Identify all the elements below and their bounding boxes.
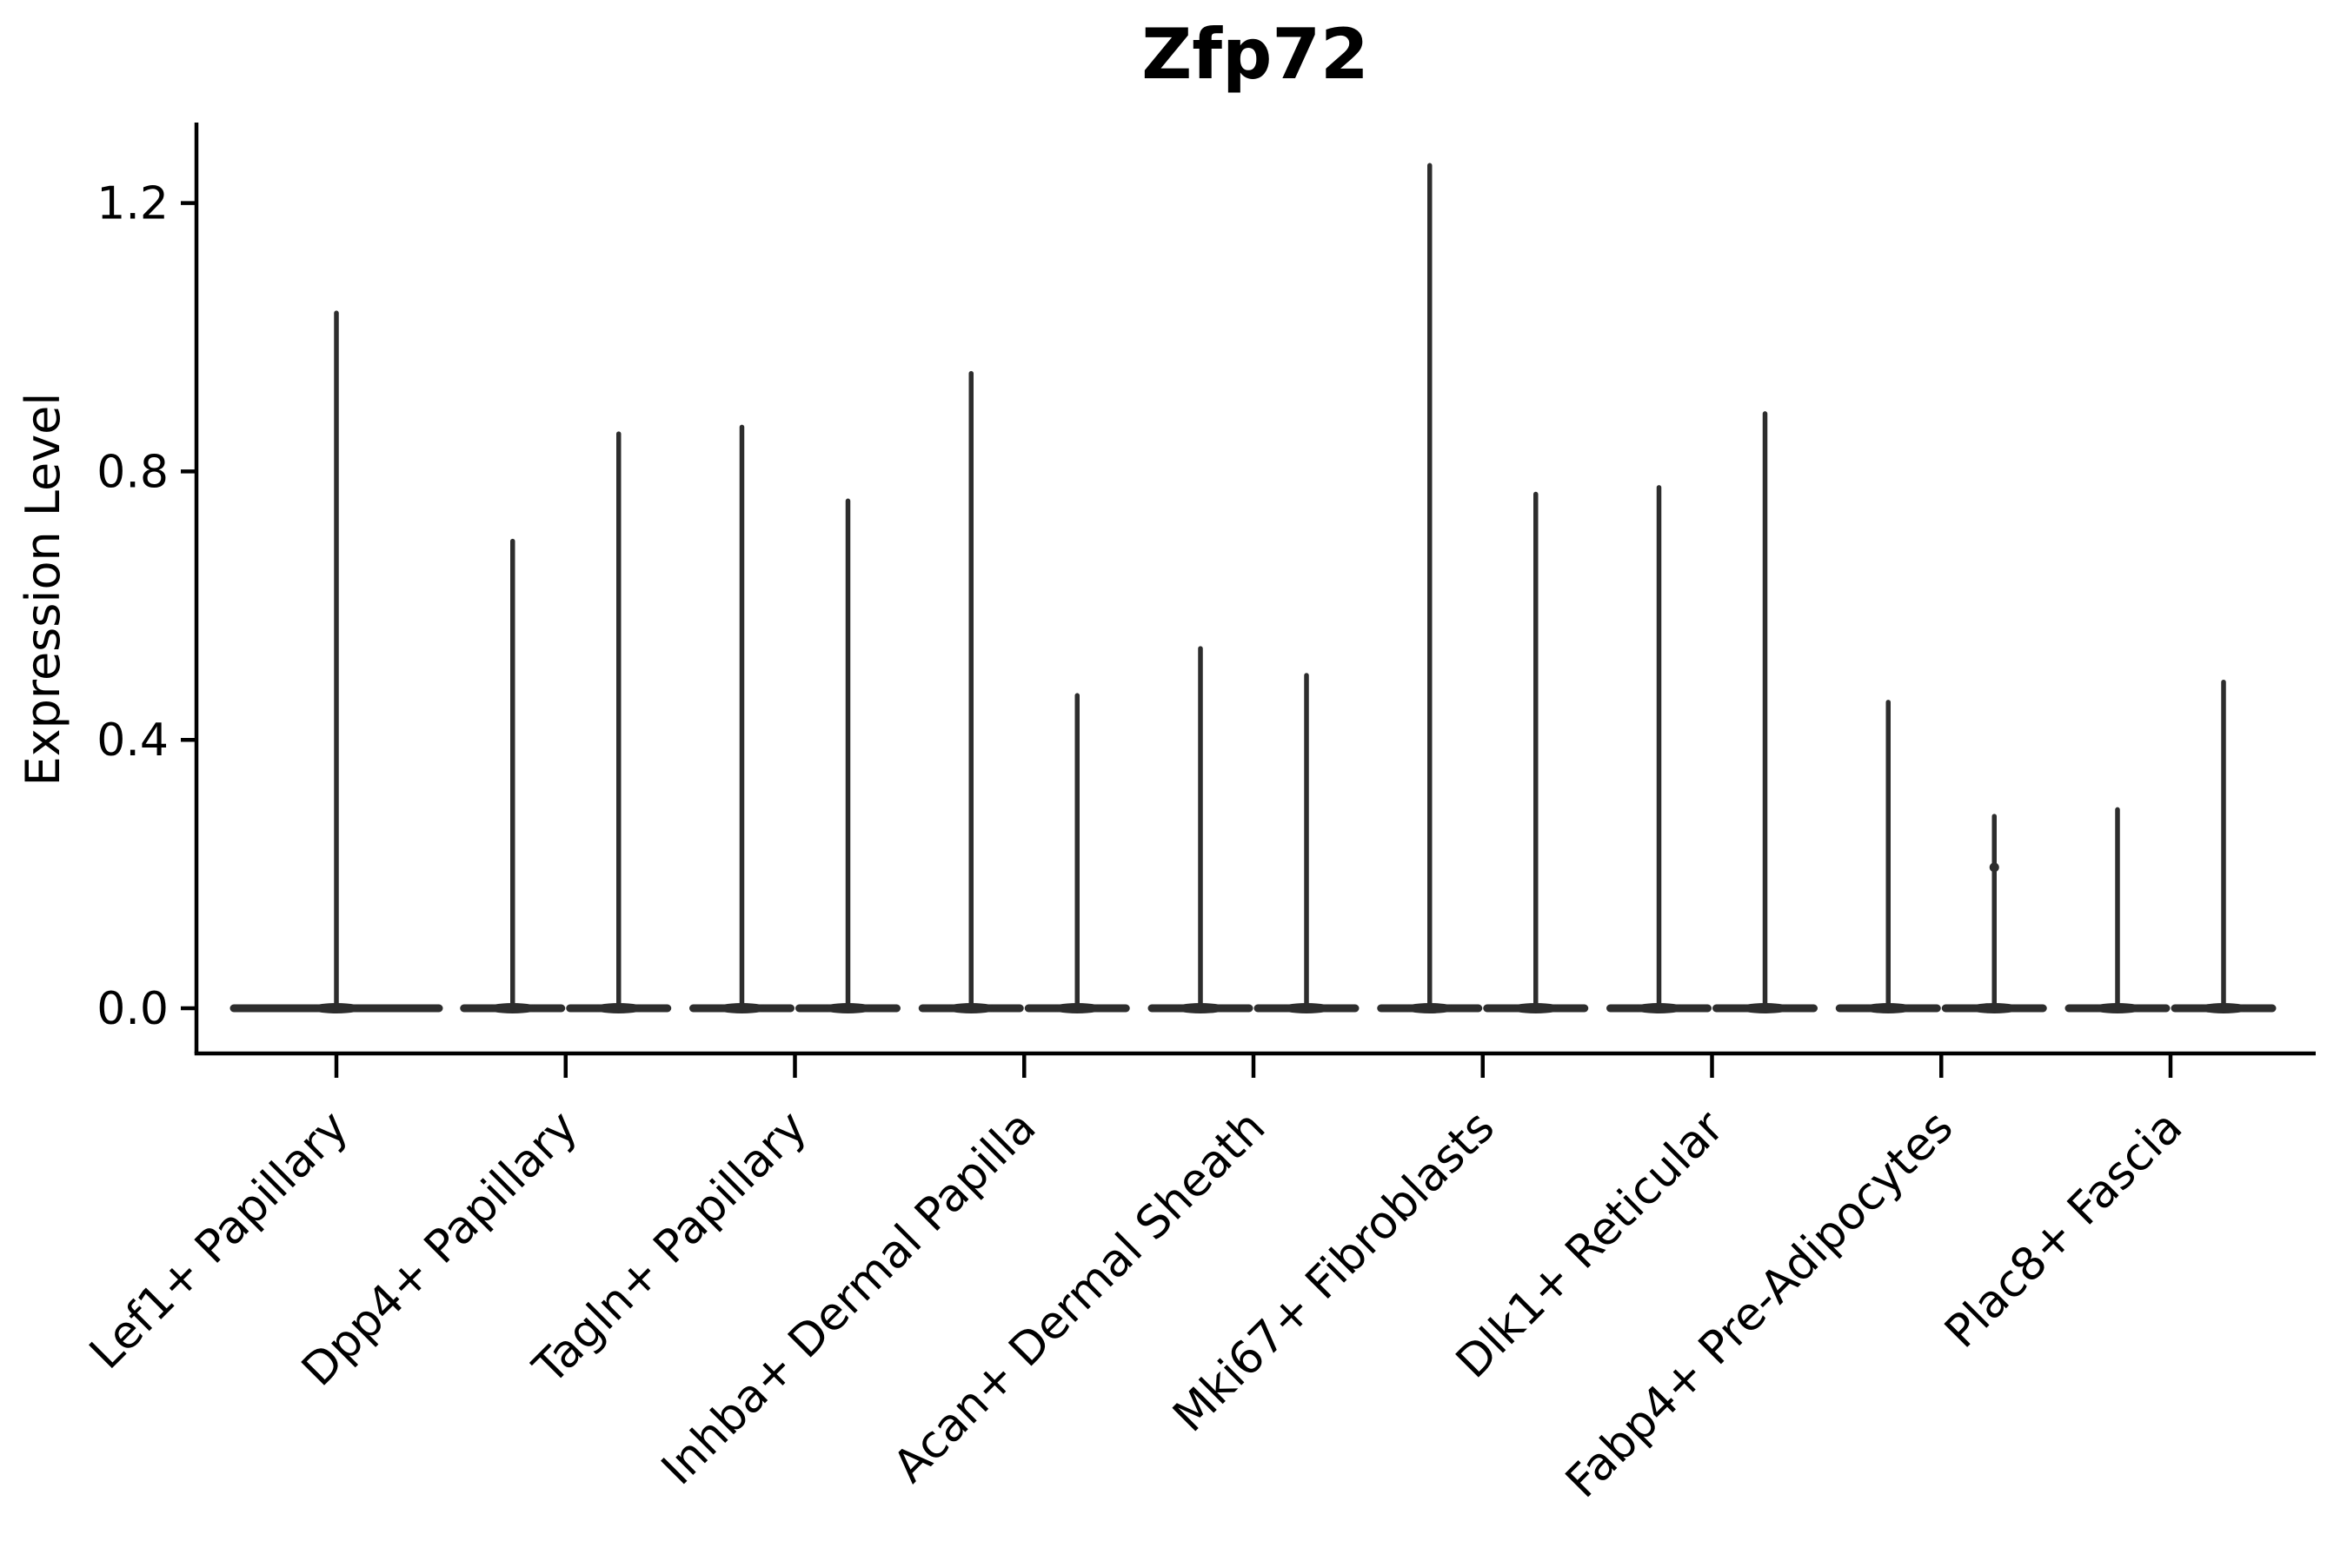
violin-1-1 bbox=[229, 310, 443, 1013]
violins bbox=[229, 163, 2277, 1013]
violin-5-1 bbox=[1147, 646, 1253, 1013]
violin-4-2 bbox=[1024, 693, 1130, 1013]
violin-3-1 bbox=[689, 424, 795, 1013]
y-tick-label: 0.8 bbox=[96, 446, 169, 498]
x-tick-label: Fabp4+ Pre-Adipocytes bbox=[1556, 1101, 1963, 1508]
chart-title: Zfp72 bbox=[1141, 14, 1368, 95]
violin-3-2 bbox=[795, 498, 901, 1013]
violin-9-2 bbox=[2171, 679, 2277, 1013]
y-tick-label: 1.2 bbox=[96, 178, 169, 230]
violin-6-2 bbox=[1483, 491, 1589, 1013]
violin-6-1 bbox=[1377, 163, 1483, 1013]
y-tick-label: 0.4 bbox=[96, 714, 169, 767]
violin-spike-bump bbox=[1989, 862, 1999, 873]
x-tick-label: Inhba+ Dermal Papilla bbox=[652, 1101, 1046, 1495]
violin-2-1 bbox=[460, 538, 566, 1013]
violin-4-1 bbox=[918, 370, 1024, 1013]
x-tick-label: Plac8+ Fascia bbox=[1935, 1101, 2192, 1359]
violin-8-1 bbox=[1835, 700, 1941, 1013]
y-axis-ticks: 0.0 0.4 0.8 1.2 bbox=[96, 178, 196, 1035]
x-tick-label: Acan+ Dermal Sheath bbox=[884, 1101, 1276, 1493]
y-axis-label: Expression Level bbox=[16, 393, 70, 787]
y-tick-label: 0.0 bbox=[96, 983, 169, 1035]
violin-2-2 bbox=[566, 431, 672, 1013]
violin-7-2 bbox=[1712, 411, 1818, 1013]
violin-5-2 bbox=[1253, 673, 1360, 1013]
violin-8-2 bbox=[1941, 814, 2047, 1013]
violin-9-1 bbox=[2064, 807, 2171, 1013]
violin-7-1 bbox=[1606, 485, 1712, 1013]
